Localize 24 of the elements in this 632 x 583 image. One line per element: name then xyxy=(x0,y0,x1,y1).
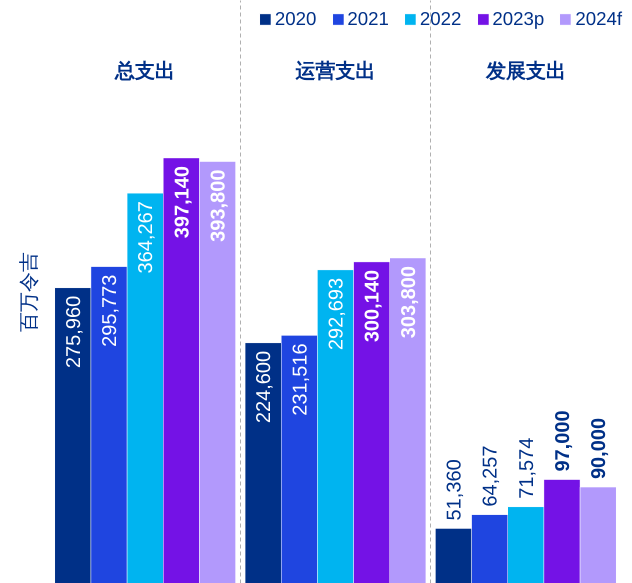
data-label: 397,140 xyxy=(171,166,194,238)
legend-label: 2021 xyxy=(347,8,389,30)
data-label: 292,693 xyxy=(326,278,348,350)
data-label: 51,360 xyxy=(444,459,466,520)
data-label: 90,000 xyxy=(588,418,610,480)
data-label: 97,000 xyxy=(552,410,574,472)
data-label: 224,600 xyxy=(253,350,276,424)
x-tick-label: 总支出 xyxy=(114,60,176,82)
data-label: 393,800 xyxy=(208,170,230,242)
data-label: 300,140 xyxy=(362,270,384,342)
data-label: 71,574 xyxy=(516,438,538,499)
data-label: 231,516 xyxy=(289,343,312,416)
data-label: 295,773 xyxy=(99,274,122,347)
legend-label: 2023p xyxy=(492,8,544,30)
legend-label: 2022 xyxy=(420,8,462,30)
y-axis-title: 百万令吉 xyxy=(18,252,40,332)
data-label: 303,800 xyxy=(398,266,420,338)
data-label: 64,257 xyxy=(480,445,502,507)
x-tick-label: 运营支出 xyxy=(294,60,376,82)
x-tick-label: 发展支出 xyxy=(484,60,566,82)
data-label: 364,267 xyxy=(135,201,158,274)
legend-label: 2020 xyxy=(274,8,316,30)
legend-label: 2024f xyxy=(575,8,622,30)
data-label: 275,960 xyxy=(62,296,85,368)
